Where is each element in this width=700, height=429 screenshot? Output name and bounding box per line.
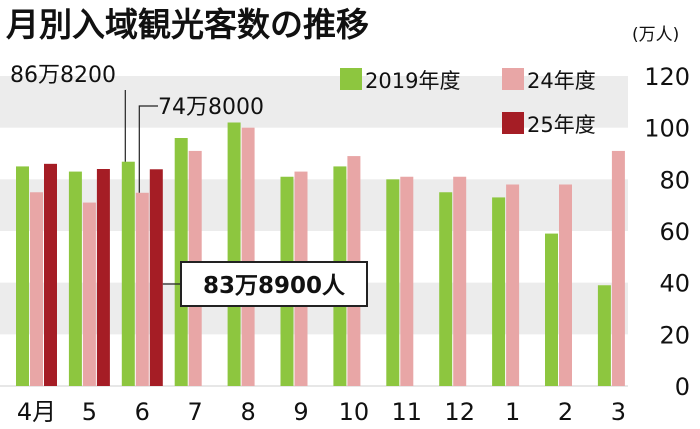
bar-1-9 bbox=[506, 184, 520, 386]
bar-1-8 bbox=[453, 176, 467, 386]
bar-0-9 bbox=[492, 197, 506, 386]
bar-1-4 bbox=[241, 127, 255, 387]
y-tick-label: 100 bbox=[644, 115, 690, 143]
annotation-label: 74万8000 bbox=[158, 95, 264, 120]
legend: 2019年度 24年度 25年度 bbox=[340, 68, 596, 137]
bar-0-1 bbox=[68, 171, 82, 386]
bar-1-1 bbox=[82, 202, 96, 386]
legend-swatch bbox=[502, 112, 524, 134]
annotation-leader bbox=[138, 105, 158, 193]
legend-swatch bbox=[502, 68, 524, 90]
legend-label: 25年度 bbox=[527, 113, 596, 137]
x-tick-label: 1 bbox=[505, 398, 520, 426]
y-tick-label: 20 bbox=[659, 321, 690, 349]
bar-1-11 bbox=[611, 150, 625, 386]
bar-2-1 bbox=[96, 169, 110, 386]
y-tick-label: 40 bbox=[659, 270, 690, 298]
x-tick-label: 9 bbox=[293, 398, 308, 426]
bar-1-2 bbox=[135, 192, 149, 386]
x-tick-label: 11 bbox=[392, 398, 423, 426]
y-axis-ticks: 0 20 40 60 80 100 120 bbox=[644, 63, 690, 401]
bar-0-2 bbox=[121, 161, 135, 386]
annotation-box bbox=[180, 261, 368, 307]
bar-0-0 bbox=[16, 166, 29, 386]
x-tick-label: 5 bbox=[82, 398, 97, 426]
x-tick-label: 7 bbox=[188, 398, 203, 426]
legend-label: 2019年度 bbox=[365, 69, 460, 93]
chart-title: 月別入域観光客数の推移 bbox=[6, 5, 369, 44]
unit-label: (万人) bbox=[632, 25, 679, 45]
y-tick-label: 120 bbox=[644, 63, 690, 91]
bars bbox=[16, 122, 625, 387]
x-tick-label: 10 bbox=[339, 398, 370, 426]
y-tick-label: 80 bbox=[659, 166, 690, 194]
bar-0-7 bbox=[386, 179, 400, 386]
x-tick-label: 2 bbox=[558, 398, 573, 426]
bar-2-2 bbox=[149, 169, 163, 386]
y-tick-label: 0 bbox=[675, 373, 690, 401]
x-tick-label: 6 bbox=[135, 398, 150, 426]
annotations: 86万8200 74万8000 83万8900人 bbox=[10, 63, 368, 307]
bar-1-0 bbox=[30, 192, 43, 386]
bar-0-4 bbox=[227, 122, 241, 386]
bar-0-10 bbox=[545, 233, 558, 386]
legend-swatch bbox=[340, 68, 362, 90]
bar-0-8 bbox=[439, 192, 453, 386]
x-tick-label: 3 bbox=[611, 398, 626, 426]
x-tick-label: 8 bbox=[240, 398, 255, 426]
annotation-label: 83万8900人 bbox=[203, 273, 346, 299]
bar-1-10 bbox=[559, 184, 572, 386]
annotation-label: 86万8200 bbox=[10, 63, 116, 88]
x-tick-label: 4月 bbox=[17, 398, 56, 426]
legend-label: 24年度 bbox=[527, 69, 596, 93]
bar-0-11 bbox=[597, 285, 611, 386]
bar-2-0 bbox=[44, 163, 57, 386]
bar-1-7 bbox=[400, 176, 414, 386]
x-axis-ticks: 4月 5 6 7 8 9 10 11 12 1 2 3 bbox=[17, 398, 626, 426]
x-tick-label: 12 bbox=[444, 398, 475, 426]
y-tick-label: 60 bbox=[659, 218, 690, 246]
